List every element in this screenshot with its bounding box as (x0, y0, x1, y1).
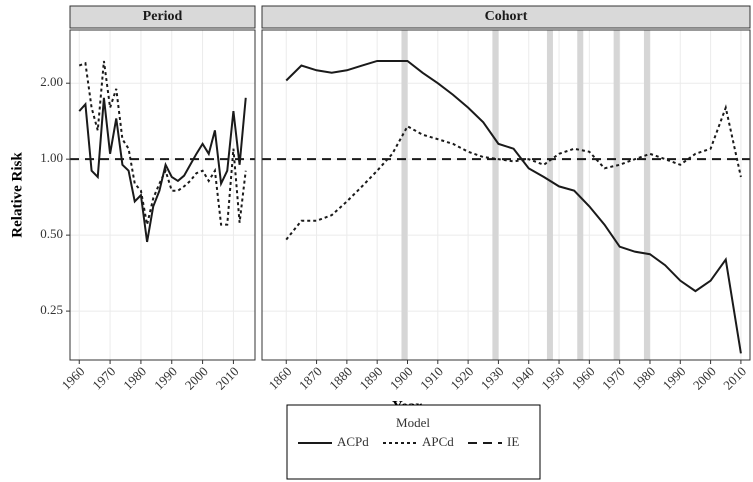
strip (69, 5, 256, 29)
x-tick-label: 2000 (690, 364, 719, 393)
x-tick-label: 1960 (569, 364, 598, 393)
y-axis-label: Relative Risk (9, 152, 25, 238)
shaded-band (401, 30, 408, 360)
x-tick-label: 1970 (89, 364, 118, 393)
shaded-band (492, 30, 499, 360)
shaded-band (577, 30, 584, 360)
legend-label: ACPd (337, 434, 369, 449)
x-tick-label: 2010 (213, 364, 242, 393)
shaded-band (546, 30, 553, 360)
panel-title: Cohort (485, 9, 528, 24)
x-tick-label: 1860 (265, 364, 294, 393)
panel (70, 30, 255, 360)
x-tick-label: 1980 (629, 364, 658, 393)
x-tick-label: 1890 (356, 364, 385, 393)
y-tick-label: 0.25 (40, 302, 63, 317)
line (285, 59, 742, 354)
y-tick-label: 1.00 (40, 150, 63, 165)
legend-label: APCd (422, 434, 454, 449)
x-tick-label: 1930 (478, 364, 507, 393)
x-tick-label: 1970 (599, 364, 628, 393)
x-tick-label: 1910 (417, 364, 446, 393)
line (285, 104, 742, 241)
x-tick-label: 1990 (660, 364, 689, 393)
x-tick-label: 1980 (120, 364, 149, 393)
x-tick-label: 1880 (326, 364, 355, 393)
shaded-band (613, 30, 620, 360)
x-tick-label: 2000 (182, 364, 211, 393)
x-tick-label: 1900 (387, 364, 416, 393)
y-tick-label: 0.50 (40, 226, 63, 241)
strip (261, 5, 751, 29)
x-tick-label: 1990 (151, 364, 180, 393)
legend-label: IE (507, 434, 519, 449)
legend-title: Model (396, 415, 430, 430)
panel-border (69, 29, 256, 361)
line (78, 60, 247, 226)
x-tick-label: 1950 (538, 364, 567, 393)
y-tick-label: 2.00 (40, 74, 63, 89)
panel-border (261, 29, 751, 361)
shaded-band (643, 30, 650, 360)
x-tick-label: 1960 (58, 364, 87, 393)
x-tick-label: 1940 (508, 364, 537, 393)
x-tick-label: 1920 (447, 364, 476, 393)
panel (262, 30, 750, 360)
x-tick-label: 1870 (296, 364, 325, 393)
x-tick-label: 2010 (720, 364, 749, 393)
panel-title: Period (143, 9, 183, 24)
